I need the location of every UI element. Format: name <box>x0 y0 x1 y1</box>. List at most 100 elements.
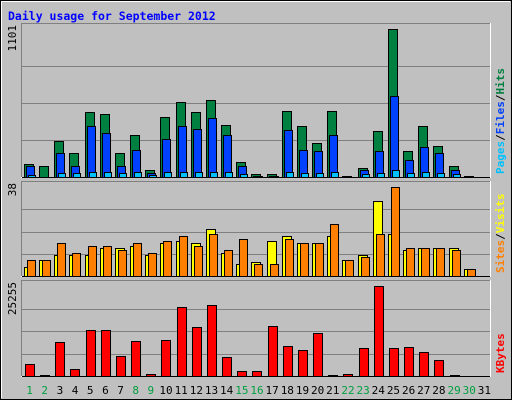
bar-files-day-12 <box>193 129 202 178</box>
x-tick-label-10: 10 <box>159 384 172 397</box>
x-tick-label-1: 1 <box>26 384 33 397</box>
legend-item: Pages <box>494 141 507 174</box>
bar-sites-day-23 <box>361 257 370 277</box>
bar-sites-day-10 <box>163 241 172 277</box>
bar-pages-day-4 <box>73 173 81 178</box>
bar-kbytes-day-2 <box>40 375 50 377</box>
bar-kbytes-day-3 <box>55 342 65 377</box>
bar-sites-day-6 <box>103 246 112 277</box>
bar-kbytes-day-20 <box>313 333 323 377</box>
y-max-label: 25255 <box>6 282 19 315</box>
bar-pages-day-18 <box>286 172 294 178</box>
bar-sites-day-12 <box>194 246 203 277</box>
x-tick-label-22: 22 <box>341 384 354 397</box>
x-tick-label-2: 2 <box>41 384 48 397</box>
legend-hits-files-pages: Pages/Files/Hits <box>494 68 507 174</box>
bar-sites-day-15 <box>239 239 248 277</box>
bar-pages-day-3 <box>58 173 66 178</box>
legend-item: Files <box>494 101 507 134</box>
bar-pages-day-17 <box>271 176 279 178</box>
bar-pages-day-21 <box>331 172 339 178</box>
bar-sites-day-27 <box>421 248 430 277</box>
bar-sites-day-30 <box>467 269 476 277</box>
x-tick-label-16: 16 <box>250 384 263 397</box>
y-max-label: 38 <box>6 183 19 196</box>
bar-pages-day-29 <box>453 174 461 178</box>
bar-pages-day-23 <box>362 174 370 178</box>
bar-pages-day-26 <box>407 173 415 178</box>
x-tick-label-23: 23 <box>357 384 370 397</box>
legend-item: Visits <box>494 194 507 234</box>
x-tick-label-12: 12 <box>190 384 203 397</box>
bar-files-day-6 <box>102 133 111 178</box>
bar-kbytes-day-17 <box>268 326 278 377</box>
x-tick-label-26: 26 <box>402 384 415 397</box>
x-tick-label-13: 13 <box>205 384 218 397</box>
bar-kbytes-day-7 <box>116 356 126 377</box>
y-max-label: 1101 <box>6 25 19 52</box>
bar-files-day-5 <box>87 126 96 178</box>
bar-sites-day-16 <box>254 264 263 277</box>
bar-kbytes-day-10 <box>161 340 171 377</box>
bar-sites-day-13 <box>209 234 218 277</box>
bar-sites-day-14 <box>224 250 233 277</box>
bar-kbytes-day-12 <box>192 327 202 377</box>
bar-sites-day-24 <box>376 234 385 277</box>
x-tick-label-29: 29 <box>447 384 460 397</box>
bar-kbytes-day-24 <box>374 286 384 377</box>
bar-pages-day-6 <box>104 172 112 178</box>
bar-pages-day-20 <box>316 173 324 178</box>
bar-pages-day-19 <box>301 173 309 178</box>
bar-kbytes-day-16 <box>252 371 262 377</box>
bar-kbytes-day-15 <box>237 371 247 377</box>
bar-kbytes-day-23 <box>359 348 369 377</box>
bar-kbytes-day-6 <box>101 330 111 377</box>
bar-pages-day-5 <box>89 172 97 178</box>
bar-files-day-13 <box>208 118 217 178</box>
bar-pages-day-1 <box>28 175 36 178</box>
bar-kbytes-day-26 <box>404 347 414 377</box>
x-tick-label-28: 28 <box>432 384 445 397</box>
legend-item: Hits <box>494 68 507 95</box>
x-tick-label-8: 8 <box>132 384 139 397</box>
bar-sites-day-2 <box>42 260 51 277</box>
bar-pages-day-24 <box>377 173 385 178</box>
bar-files-day-25 <box>390 96 399 178</box>
bar-sites-day-29 <box>452 250 461 277</box>
x-tick-label-11: 11 <box>175 384 188 397</box>
x-tick-label-9: 9 <box>148 384 155 397</box>
bar-pages-day-9 <box>149 175 157 178</box>
legend-item: Sites <box>494 240 507 273</box>
bar-sites-day-17 <box>270 264 279 277</box>
bar-hits-day-22 <box>342 176 352 178</box>
bar-sites-day-22 <box>345 260 354 277</box>
bar-pages-day-12 <box>195 172 203 178</box>
bar-sites-day-21 <box>330 224 339 277</box>
bar-sites-day-7 <box>118 250 127 277</box>
bar-hits-day-30 <box>464 176 474 178</box>
bar-hits-day-2 <box>39 166 49 178</box>
bar-sites-day-18 <box>285 239 294 277</box>
bar-pages-day-13 <box>210 172 218 178</box>
bar-pages-day-8 <box>134 172 142 178</box>
chart-title: Daily usage for September 2012 <box>8 9 216 23</box>
bar-kbytes-day-28 <box>434 360 444 377</box>
bar-kbytes-day-11 <box>177 307 187 377</box>
bar-sites-day-20 <box>315 243 324 277</box>
x-tick-label-7: 7 <box>117 384 124 397</box>
bar-sites-day-1 <box>27 260 36 277</box>
bar-sites-day-19 <box>300 243 309 277</box>
x-tick-label-14: 14 <box>220 384 234 397</box>
bar-pages-day-15 <box>240 174 248 178</box>
bar-kbytes-day-5 <box>86 330 96 377</box>
bar-sites-day-4 <box>72 253 81 277</box>
x-tick-label-19: 19 <box>296 384 309 397</box>
legend-item: / <box>494 233 507 240</box>
bar-pages-day-14 <box>225 172 233 178</box>
legend-visits-sites: Sites/Visits <box>494 194 507 274</box>
bar-pages-day-25 <box>392 170 400 178</box>
x-tick-label-27: 27 <box>417 384 430 397</box>
legend-kbytes: KBytes <box>494 333 507 373</box>
bar-kbytes-day-14 <box>222 357 232 377</box>
